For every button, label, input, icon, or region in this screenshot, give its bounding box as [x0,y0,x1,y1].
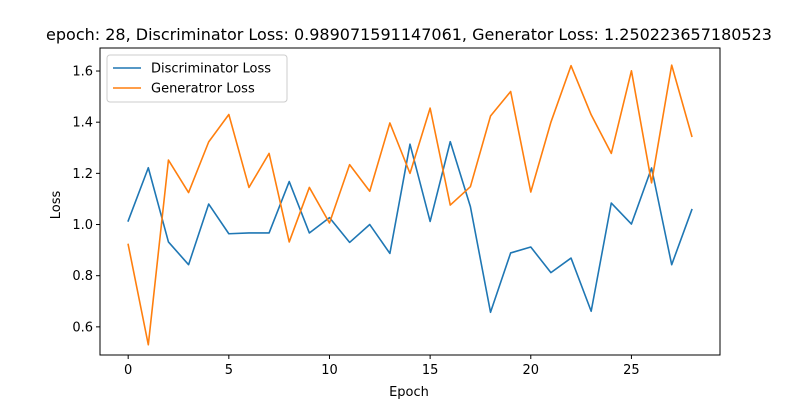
y-axis-label: Loss [49,191,64,220]
y-tick-label: 1.6 [72,65,93,80]
legend: Discriminator Loss Generatror Loss [106,54,288,103]
x-tick-label: 20 [523,363,540,378]
y-tick-label: 1.4 [72,116,93,131]
x-tick-label: 0 [124,363,132,378]
series-line-0 [127,140,693,314]
legend-label-1: Generatror Loss [151,82,255,97]
x-axis-label: Epoch [389,385,429,400]
x-tick-label: 15 [422,363,439,378]
y-tick-label: 0.8 [72,269,93,284]
y-tick-label: 1.2 [72,167,93,182]
axes-frame [99,47,721,356]
y-tick-label: 1.0 [72,218,93,233]
series-line-1 [127,64,693,346]
x-tick-label: 10 [321,363,338,378]
legend-label-0: Discriminator Loss [151,62,271,77]
chart-title: epoch: 28, Discriminator Loss: 0.9890715… [46,25,772,44]
x-tick-label: 5 [225,363,233,378]
x-tick-label: 25 [623,363,640,378]
y-tick-label: 0.6 [72,320,93,335]
legend-box [106,54,288,103]
plot-area: 0 5 10 15 20 25 0.6 0.8 1.0 1.2 1.4 1.6 [72,47,721,378]
